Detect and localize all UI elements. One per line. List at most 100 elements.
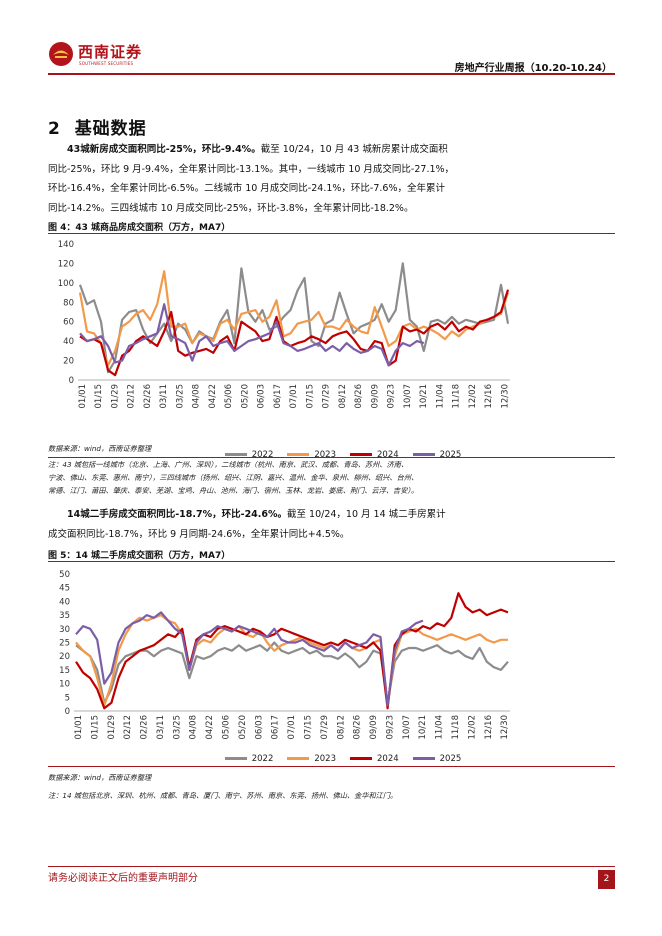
y-tick-label: 40 bbox=[63, 337, 74, 347]
paragraph-line: 同比-14.2%。三四线城市 10 月成交同比-25%，环比-3.8%，全年累计… bbox=[48, 202, 414, 214]
logo-emblem-icon bbox=[49, 42, 73, 66]
legend-label: 2025 bbox=[439, 753, 462, 764]
y-tick-label: 50 bbox=[59, 570, 70, 580]
x-tick-label: 08/26 bbox=[353, 715, 363, 740]
page-number: 2 bbox=[598, 870, 615, 889]
legend-item-2025: 2025 bbox=[412, 450, 461, 460]
legend-swatch bbox=[287, 757, 310, 760]
x-tick-label: 05/06 bbox=[224, 384, 234, 409]
series-line-2025 bbox=[75, 611, 424, 707]
legend-swatch bbox=[224, 757, 247, 760]
x-tick-label: 04/08 bbox=[189, 715, 199, 740]
x-tick-label: 12/16 bbox=[484, 384, 494, 409]
x-tick-label: 10/07 bbox=[402, 715, 412, 740]
y-tick-label: 5 bbox=[65, 693, 70, 703]
legend-swatch bbox=[350, 453, 372, 456]
x-tick-label: 10/07 bbox=[403, 384, 413, 409]
chart-14-city-second-hand: 0 5 10 15 20 25 30 35 40 45 50 01/01 01/15 01/29 02/12… bbox=[59, 570, 510, 740]
x-tick-label: 09/23 bbox=[387, 384, 397, 409]
x-tick-label: 05/20 bbox=[238, 715, 248, 740]
legend-label: 2023 bbox=[314, 449, 336, 460]
x-tick-label: 12/02 bbox=[468, 384, 478, 409]
y-tick-label: 20 bbox=[63, 357, 74, 367]
y-tick-label: 20 bbox=[59, 652, 70, 662]
figure-4-note-line: 注：43 城包括一线城市（北京、上海、广州、深圳），二线城市（杭州、南京、武汉、… bbox=[48, 460, 409, 469]
legend-item-2025: 2025 bbox=[412, 753, 462, 764]
paragraph-line: 环比-16.4%，全年累计同比-6.5%。二线城市 10 月成交同比-24.1%… bbox=[48, 183, 445, 195]
y-tick-label: 0 bbox=[65, 707, 70, 717]
figure-5-source-line: 数据来源：wind，西南证券整理 bbox=[48, 773, 152, 782]
legend-item-2024: 2024 bbox=[350, 754, 399, 764]
figure-5-bottom-rule bbox=[48, 766, 615, 767]
legend-swatch bbox=[412, 757, 435, 760]
x-tick-label: 03/25 bbox=[172, 715, 182, 740]
x-tick-label: 09/23 bbox=[385, 715, 395, 740]
section-number: 2 bbox=[48, 119, 61, 139]
y-tick-label: 25 bbox=[59, 639, 70, 649]
y-tick-label: 0 bbox=[69, 376, 74, 386]
x-tick-label: 05/20 bbox=[240, 384, 250, 409]
paragraph-line-text: 截至 10/24，10 月 14 城二手房累计 bbox=[287, 509, 446, 520]
paragraph-line: 同比-25%，环比 9 月-9.4%，全年累计同比-13.1%。其中，一线城市 … bbox=[48, 163, 455, 175]
x-tick-label: 11/18 bbox=[451, 715, 461, 740]
x-tick-label: 02/26 bbox=[143, 384, 153, 409]
x-tick-label: 11/04 bbox=[435, 715, 445, 740]
logo-subtitle: SOUTHWEST SECURITIES bbox=[79, 61, 134, 66]
y-tick-label: 100 bbox=[58, 279, 74, 289]
x-tick-label: 02/12 bbox=[123, 715, 133, 740]
x-tick-label: 07/29 bbox=[322, 384, 332, 409]
x-tick-label: 01/15 bbox=[94, 384, 104, 409]
y-tick-label: 35 bbox=[59, 611, 70, 621]
x-tick-label: 03/11 bbox=[156, 715, 166, 740]
logo-name: 西南证券 bbox=[78, 43, 143, 61]
x-tick-label: 10/21 bbox=[418, 715, 428, 740]
x-tick-label: 04/22 bbox=[208, 384, 218, 409]
footer-rule bbox=[48, 866, 615, 867]
paragraph-line: 14城二手房成交面积同比-18.7%，环比-24.6%。截至 10/24，10 … bbox=[48, 505, 618, 525]
x-tick-label: 07/01 bbox=[287, 715, 297, 740]
legend-swatch bbox=[224, 453, 247, 456]
x-tick-label: 11/04 bbox=[435, 384, 445, 409]
figure-4-notes: 数据来源：wind，西南证券整理 注：43 城包括一线城市（北京、上海、广州、深… bbox=[48, 442, 618, 497]
legend-label: 2023 bbox=[314, 753, 336, 764]
x-tick-label: 09/09 bbox=[370, 384, 380, 409]
figure-4-note-line: 宁波、佛山、东莞、惠州、南宁），三四线城市（扬州、绍兴、江阴、嘉兴、温州、金华、… bbox=[48, 473, 419, 482]
x-tick-label: 11/18 bbox=[452, 384, 462, 409]
x-tick-label: 08/12 bbox=[336, 715, 346, 740]
legend-label: 2024 bbox=[377, 753, 399, 764]
legend-item-2022: 2022 bbox=[224, 449, 274, 460]
legend-item-2022: 2022 bbox=[224, 754, 273, 764]
y-tick-label: 40 bbox=[59, 597, 70, 607]
paragraph-second-hand: 14城二手房成交面积同比-18.7%，环比-24.6%。截至 10/24，10 … bbox=[48, 505, 618, 544]
figure-5-title: 图 5：14 城二手房成交面积（万方，MA7） bbox=[48, 551, 231, 561]
footer-disclaimer: 请务必阅读正文后的重要声明部分 bbox=[48, 873, 198, 884]
series-line-2025 bbox=[79, 303, 425, 367]
legend-label: 2024 bbox=[377, 449, 399, 460]
legend-swatch bbox=[412, 453, 435, 456]
y-tick-label: 30 bbox=[59, 625, 70, 635]
x-tick-label: 12/16 bbox=[484, 715, 494, 740]
x-tick-label: 12/30 bbox=[500, 384, 510, 409]
y-tick-label: 60 bbox=[63, 318, 74, 328]
x-tick-label: 10/21 bbox=[419, 384, 429, 409]
legend-item-2023: 2023 bbox=[287, 450, 336, 460]
paragraph-line: 43城新房成交面积同比-25%，环比-9.4%。截至 10/24，10 月 43… bbox=[48, 140, 618, 160]
x-tick-label: 01/01 bbox=[74, 715, 84, 740]
y-tick-label: 80 bbox=[63, 298, 74, 308]
series-line-2023 bbox=[78, 270, 510, 367]
x-tick-label: 01/29 bbox=[110, 384, 120, 409]
paragraph-line-text: 截至 10/24，10 月 43 城新房累计成交面积 bbox=[260, 144, 448, 155]
paragraph-new-home: 43城新房成交面积同比-25%，环比-9.4%。截至 10/24，10 月 43… bbox=[48, 140, 618, 218]
x-tick-label: 01/15 bbox=[90, 715, 100, 740]
y-tick-label: 140 bbox=[58, 240, 74, 250]
figure-4-note-line: 常德、江门、莆田、肇庆、泰安、芜湖、宝鸡、舟山、池州、海门、宿州、玉林、龙岩、娄… bbox=[48, 486, 419, 495]
x-tick-label: 06/03 bbox=[254, 715, 264, 740]
paragraph-lead: 43城新房成交面积同比-25%，环比-9.4%。 bbox=[67, 144, 261, 155]
paragraph-lead: 14城二手房成交面积同比-18.7%，环比-24.6%。 bbox=[67, 509, 288, 520]
x-tick-label: 06/17 bbox=[273, 384, 283, 409]
x-tick-label: 12/30 bbox=[500, 715, 510, 740]
x-tick-label: 08/26 bbox=[354, 384, 364, 409]
x-tick-label: 07/15 bbox=[303, 715, 313, 740]
figure-5-top-rule bbox=[48, 561, 615, 562]
legend-label: 2022 bbox=[251, 449, 274, 460]
